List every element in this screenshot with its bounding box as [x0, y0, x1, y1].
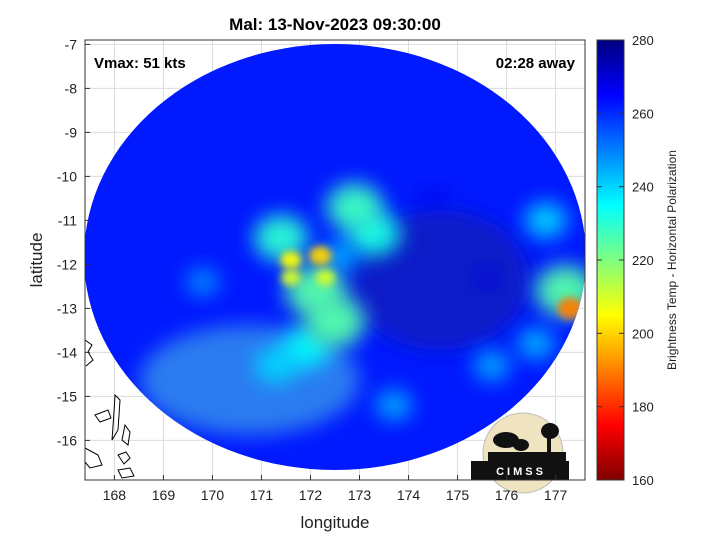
colorbar-tick-label: 220	[632, 253, 654, 268]
y-tick-label: -10	[57, 168, 77, 184]
brightness-feature	[304, 295, 366, 348]
y-tick-label: -8	[65, 80, 78, 96]
colorbar-ticks: 280 260 240 220 200 180 160	[597, 33, 654, 488]
logo-banner	[471, 461, 569, 480]
brightness-feature	[308, 245, 332, 266]
y-tick-label: -14	[57, 344, 77, 360]
axes-frame	[84, 39, 586, 481]
coastline	[117, 451, 131, 465]
chart-title: Mal: 13-Nov-2023 09:30:00	[229, 15, 441, 34]
time-away-annotation: 02:28 away	[496, 55, 576, 72]
coastline	[94, 409, 112, 423]
y-tick-label: -12	[57, 256, 77, 272]
x-tick-label: 168	[103, 487, 127, 503]
coastline	[111, 393, 121, 441]
vmax-annotation: Vmax: 51 kts	[94, 55, 186, 72]
colorbar-tick-label: 260	[632, 106, 654, 121]
logo-building	[488, 452, 566, 461]
x-tick-label: 173	[348, 487, 372, 503]
logo-tower-leg	[547, 436, 551, 460]
brightness-feature	[280, 251, 302, 269]
x-tick-label: 171	[250, 487, 274, 503]
y-tick-label: -15	[57, 388, 77, 404]
cimss-logo: CIMSS	[471, 412, 569, 494]
colorbar-tick-label: 280	[632, 33, 654, 48]
colorbar-tick-label: 240	[632, 180, 654, 195]
plot-area: CIMSS Vmax: 51 kts 02:28 away 168 169 170 1…	[57, 36, 586, 503]
brightness-feature	[524, 202, 567, 239]
y-tick-label: -13	[57, 300, 77, 316]
brightness-feature	[557, 297, 584, 320]
colorbar-tick-label: 160	[632, 473, 654, 488]
colorbar-tick-label: 180	[632, 400, 654, 415]
brightness-feature	[423, 189, 444, 207]
y-tick-label: -9	[65, 124, 78, 140]
coastline	[84, 447, 103, 469]
coastlines	[84, 339, 135, 479]
colorbar-label: Brightness Temp - Horizontal Polarizatio…	[665, 150, 679, 370]
y-tick-label: -7	[65, 36, 78, 52]
brightness-feature	[517, 327, 555, 360]
x-tick-label: 169	[152, 487, 176, 503]
logo-text: CIMSS	[496, 466, 546, 478]
y-axis-ticks: -7 -8 -9 -10 -11 -12 -13 -14 -15 -16	[57, 36, 90, 448]
logo-satellite-dish	[493, 432, 519, 448]
x-tick-label: 174	[397, 487, 421, 503]
coastline	[121, 423, 131, 446]
colorbar: 280 260 240 220 200 180 160 Brightness Temp - …	[596, 33, 679, 488]
logo-satellite-dish	[513, 439, 529, 451]
y-tick-label: -11	[58, 212, 77, 228]
y-tick-label: -16	[57, 432, 77, 448]
x-tick-label: 176	[495, 487, 519, 503]
brightness-feature	[326, 183, 384, 232]
brightness-feature	[253, 214, 309, 262]
x-tick-label: 177	[544, 487, 568, 503]
brightness-features	[186, 183, 585, 421]
colorbar-tick-label: 200	[632, 326, 654, 341]
brightness-feature	[321, 240, 359, 272]
coastline	[117, 467, 135, 479]
brightness-feature	[375, 389, 413, 421]
x-axis-ticks: 168 169 170 171 172 173 174 175 176 177	[103, 475, 568, 503]
brightness-feature	[315, 269, 335, 286]
y-axis-label: latitude	[27, 233, 46, 288]
x-tick-label: 172	[299, 487, 323, 503]
brightness-feature	[281, 269, 301, 286]
brightness-feature	[476, 269, 497, 287]
x-tick-label: 175	[446, 487, 470, 503]
x-axis-label: longitude	[300, 513, 369, 532]
brightness-feature	[186, 268, 220, 296]
logo-water-tower	[541, 423, 559, 439]
x-tick-label: 170	[201, 487, 225, 503]
brightness-feature	[473, 350, 511, 382]
